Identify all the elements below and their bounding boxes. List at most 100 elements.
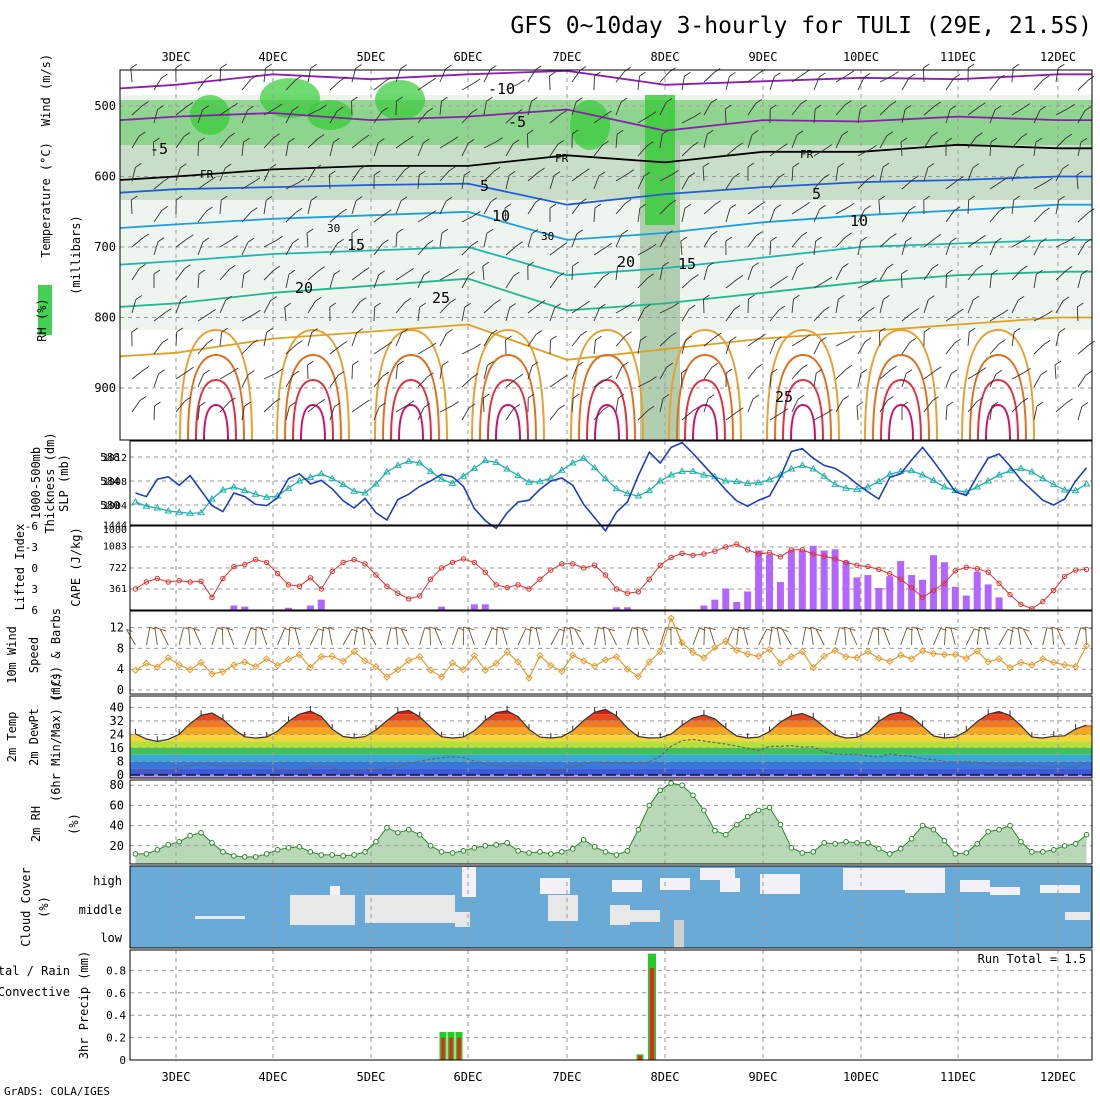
wind-barb [769, 412, 783, 421]
wind-barb-flag [397, 360, 404, 366]
wind-barb [769, 309, 780, 322]
temp-line [135, 708, 1087, 743]
wind-barb [989, 181, 1002, 190]
contour-label: -5 [508, 113, 526, 131]
wind-barb-flag [273, 265, 281, 271]
wind-barb-flag [558, 404, 565, 410]
wind-barb [878, 331, 881, 347]
contour-label: -5 [150, 140, 168, 158]
wind-barb-flag [842, 395, 850, 401]
cape-bar [864, 575, 872, 610]
surface-wind-barb [528, 627, 532, 646]
mid-cloud-block [290, 895, 355, 925]
wind-barb [923, 268, 933, 281]
wind-barb-flag [912, 175, 919, 181]
wind-barb-flag [317, 134, 325, 139]
lifted-index-point [908, 584, 915, 591]
wind-barb-flag [580, 330, 588, 336]
contour-label: -10 [488, 80, 515, 98]
contour-label: 5 [812, 185, 821, 203]
wind-barb [505, 245, 517, 256]
wind-speed-point [470, 651, 479, 660]
wind-barb-flag [972, 295, 980, 301]
thickness-point [798, 461, 807, 468]
wind-barb-flag [538, 300, 546, 305]
wind-barb-flag [311, 328, 318, 333]
wind-barb-flag [617, 393, 625, 399]
lifted-index-point [384, 583, 390, 589]
wind-barb [945, 109, 951, 124]
rh2m-point [1040, 849, 1046, 855]
top-date-label: 12DEC [1040, 50, 1076, 64]
lifted-index-point [985, 569, 991, 575]
wind-barb [461, 244, 473, 256]
surface-wind-barb [395, 627, 399, 646]
wind-barb-flag [1062, 296, 1070, 302]
lifted-index-point [897, 576, 904, 582]
wind-barb [1011, 239, 1025, 248]
wind-barb-flag [531, 97, 538, 102]
rh2m-point [340, 853, 346, 859]
wind-speed-point [951, 650, 960, 659]
thickness-point [601, 474, 610, 482]
lifted-index-point [602, 572, 609, 578]
wind-barb [835, 236, 847, 248]
wind-barb-flag [1065, 266, 1073, 271]
wind-speed-point [361, 657, 369, 665]
wind-barb-flag [206, 206, 213, 212]
wind-barb [505, 377, 518, 388]
thickness-point [831, 480, 839, 488]
lifted-index-point [340, 559, 346, 566]
wind-barb [637, 76, 640, 91]
wind-barb [329, 406, 335, 421]
wind-speed-point [820, 652, 828, 660]
wind-barb-flag [1058, 328, 1066, 333]
surface-wind-barb [882, 628, 891, 646]
wind-barb-flag [270, 296, 277, 301]
top-date-label: 4DEC [259, 50, 288, 64]
y-axis-title: Thickness (dm) [43, 432, 57, 533]
wind-barb [373, 81, 386, 91]
wind-speed-point [317, 653, 326, 661]
wind-barb-flag [513, 404, 521, 409]
bottom-date-axis: 3DEC 4DEC 5DEC 6DEC 7DEC 8DEC 9DEC 10DEC 11DEC 12… [162, 1070, 1077, 1084]
wind-barb-flag [243, 137, 250, 143]
wind-barb-flag [176, 327, 183, 333]
surface-wind-barb [1042, 627, 1048, 646]
wind-barb [153, 141, 155, 157]
wind-barb [241, 343, 253, 355]
rh2m-point [657, 787, 663, 794]
wind-speed-point [448, 659, 457, 667]
rh2m-point [198, 829, 204, 836]
lifted-index-point [854, 562, 860, 568]
wind-barb-flag [954, 338, 961, 344]
wind-barb-flag [770, 236, 777, 242]
temp-band [130, 714, 1092, 721]
lifted-index-point [1040, 598, 1046, 605]
wind-barb [747, 398, 754, 413]
wind-speed-point [743, 650, 752, 658]
wind-barb-flag [355, 196, 363, 201]
wind-barb-flag [991, 269, 998, 275]
wind-barb [945, 373, 952, 388]
wind-barb [615, 335, 626, 347]
wind-barb [505, 143, 514, 157]
wind-barb [791, 236, 802, 248]
rh2m-point [187, 832, 193, 839]
wind-barb [197, 241, 204, 256]
lifted-index-point [974, 566, 980, 572]
wind-barb [439, 233, 443, 248]
warm-contour-loop [880, 378, 922, 441]
wind-barb-flag [441, 228, 449, 234]
wind-barb [769, 373, 772, 388]
rh2m-point [351, 852, 357, 858]
panel-frame [129, 779, 1093, 865]
wind-barb-flag [688, 172, 696, 178]
lifted-index-point [919, 594, 926, 601]
thickness-point [415, 459, 424, 466]
precip-tick-label: 0.2 [106, 1032, 126, 1045]
surface-wind-barb [501, 627, 508, 646]
wind-speed-point [962, 654, 970, 662]
wind-barb [483, 141, 497, 149]
rh2m-point [974, 840, 981, 847]
